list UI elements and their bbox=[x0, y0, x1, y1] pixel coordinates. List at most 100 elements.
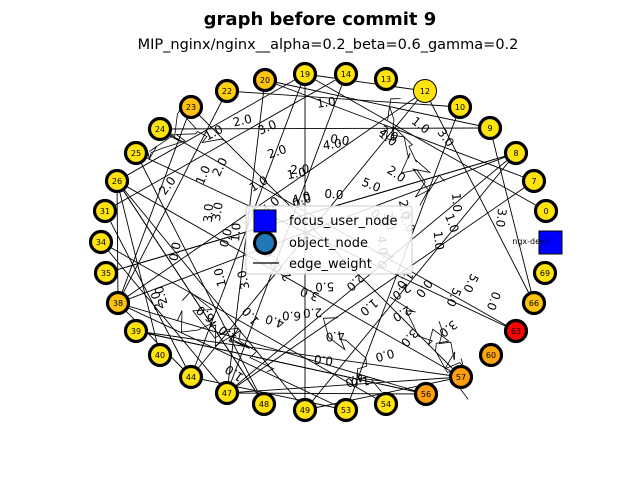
object-node-label: 44 bbox=[186, 373, 196, 382]
edge-line bbox=[159, 127, 491, 130]
object-node: 54 bbox=[373, 391, 399, 417]
object-node: 47 bbox=[214, 380, 240, 406]
object-node-label: 20 bbox=[260, 76, 270, 85]
edge-line bbox=[100, 241, 228, 394]
edge-weight-label: 0.0 bbox=[217, 227, 235, 249]
object-node: 31 bbox=[92, 198, 118, 224]
object-node: 38 bbox=[105, 290, 131, 316]
edge-line bbox=[135, 330, 462, 378]
object-node-circle bbox=[503, 318, 529, 344]
edge-line bbox=[489, 127, 535, 304]
object-node: 35 bbox=[93, 260, 119, 286]
edge-weight-label: 5.0 bbox=[360, 175, 383, 195]
object-node: 60 bbox=[478, 342, 504, 368]
edge-line bbox=[116, 180, 462, 378]
object-node-circle bbox=[521, 290, 547, 316]
object-node: 63 bbox=[503, 318, 529, 344]
edge-weight-label: 4.0 bbox=[290, 189, 312, 208]
object-node: 14 bbox=[333, 61, 359, 87]
edge-weight-label: 1.0 bbox=[193, 163, 213, 186]
object-node: 66 bbox=[521, 290, 547, 316]
edge-line bbox=[304, 152, 517, 411]
edge-line bbox=[226, 376, 462, 394]
object-node-label: 40 bbox=[155, 351, 165, 360]
object-node-circle bbox=[503, 140, 529, 166]
object-node-label: 48 bbox=[259, 400, 269, 409]
object-node-circle bbox=[252, 67, 278, 93]
edge-weight-label: 1.0 bbox=[316, 94, 337, 111]
edge-weight-label: 1.0 bbox=[449, 193, 464, 213]
edge-weight-label: 1.0 bbox=[228, 222, 244, 242]
edge-line bbox=[116, 180, 306, 411]
edge-line bbox=[304, 73, 547, 212]
edge-line bbox=[304, 73, 426, 92]
object-node-circle bbox=[92, 198, 118, 224]
edge-line bbox=[104, 210, 192, 378]
figure-subtitle: MIP_nginx/nginx__alpha=0.2_beta=0.6_gamm… bbox=[138, 37, 519, 53]
object-node: 39 bbox=[123, 318, 149, 344]
object-node-label: 38 bbox=[113, 299, 123, 308]
object-node: 40 bbox=[147, 342, 173, 368]
object-node-circle bbox=[373, 66, 399, 92]
object-node-label: 26 bbox=[112, 177, 122, 186]
object-node-circle bbox=[333, 61, 359, 87]
edge-line bbox=[264, 79, 491, 129]
edge-weight-label: 3.0 bbox=[436, 317, 460, 340]
object-node: 56 bbox=[413, 381, 439, 407]
object-node-circle bbox=[123, 318, 149, 344]
edge-weight-label: 1.0 bbox=[286, 165, 307, 182]
object-node: 53 bbox=[333, 397, 359, 423]
object-node-label: 31 bbox=[100, 207, 110, 216]
object-node: 69 bbox=[532, 260, 558, 286]
legend-label-object-node: object_node bbox=[289, 236, 368, 251]
object-node-label: 8 bbox=[513, 149, 518, 158]
edge-weight-label: 0.0 bbox=[313, 352, 334, 368]
object-node-label: 34 bbox=[96, 238, 106, 247]
object-node-label: 66 bbox=[529, 299, 539, 308]
object-node-label: 35 bbox=[101, 269, 111, 278]
edge-weight-label: 0.0 bbox=[413, 277, 436, 301]
edge-weight-label: 0.0 bbox=[329, 132, 350, 149]
object-node: 48 bbox=[251, 391, 277, 417]
object-node: 34 bbox=[88, 229, 114, 255]
object-node-label: 12 bbox=[420, 87, 430, 96]
legend-box bbox=[245, 205, 413, 275]
object-node: 49 bbox=[292, 397, 318, 423]
edge-weight-label: 2.0 bbox=[385, 163, 409, 185]
object-node-circle bbox=[147, 342, 173, 368]
object-node-label: 24 bbox=[155, 125, 165, 134]
object-node-label: 19 bbox=[300, 70, 310, 79]
object-node-label: 60 bbox=[486, 351, 496, 360]
edge-weight-label: 2.0 bbox=[152, 284, 171, 306]
edge-line bbox=[117, 90, 426, 304]
object-node-circle bbox=[147, 116, 173, 142]
object-node: 26 bbox=[104, 168, 130, 194]
edge-bundle bbox=[181, 291, 251, 349]
object-node-circle bbox=[413, 381, 439, 407]
edge-line bbox=[135, 330, 427, 395]
edge-weight-label: 0.0 bbox=[374, 346, 396, 364]
legend-label-edge-weight: edge_weight bbox=[289, 257, 372, 272]
focus-user-node: ngx-dev.r bbox=[512, 230, 563, 255]
edge-line bbox=[117, 90, 228, 304]
legend-label-focus-user-node: focus_user_node bbox=[289, 214, 398, 229]
object-node-circle bbox=[447, 94, 473, 120]
edge-weight-label: 2.0 bbox=[303, 305, 323, 320]
object-node-circle bbox=[105, 290, 131, 316]
object-node: 12 bbox=[413, 79, 437, 103]
object-node-label: 7 bbox=[531, 177, 536, 186]
edge-weight-label: 2.0 bbox=[390, 303, 414, 325]
object-node-circle bbox=[448, 364, 474, 390]
object-node: 57 bbox=[448, 364, 474, 390]
edge-weight-label: 2.0 bbox=[148, 290, 166, 312]
edge-line bbox=[264, 79, 535, 182]
edge-bundle bbox=[146, 130, 226, 161]
edge-weight-label: 2.0 bbox=[232, 112, 254, 130]
object-node-label: 25 bbox=[131, 149, 141, 158]
figure-title: graph before commit 9 bbox=[204, 9, 437, 30]
edge-weight-label: 1.0 bbox=[350, 373, 371, 389]
object-node-circle bbox=[532, 260, 558, 286]
edge-weight-label: 0.0 bbox=[484, 290, 504, 313]
object-node-label: 9 bbox=[487, 124, 492, 133]
